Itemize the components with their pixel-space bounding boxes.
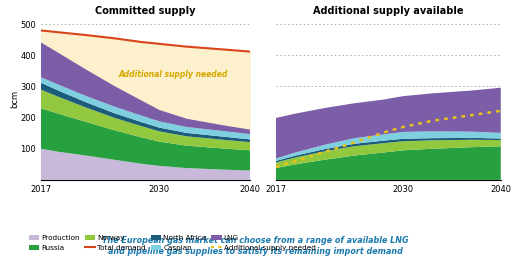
Y-axis label: bcm: bcm xyxy=(10,90,19,108)
Text: Additional supply needed: Additional supply needed xyxy=(119,70,228,79)
Legend: Production, Russia, Norway, Total demand, North Africa, Caspian, LNG, Additional: Production, Russia, Norway, Total demand… xyxy=(29,235,316,251)
Title: Committed supply: Committed supply xyxy=(96,6,196,16)
Text: The European gas market can choose from a range of available LNG
and pipeline ga: The European gas market can choose from … xyxy=(102,236,409,256)
Title: Additional supply available: Additional supply available xyxy=(313,6,463,16)
